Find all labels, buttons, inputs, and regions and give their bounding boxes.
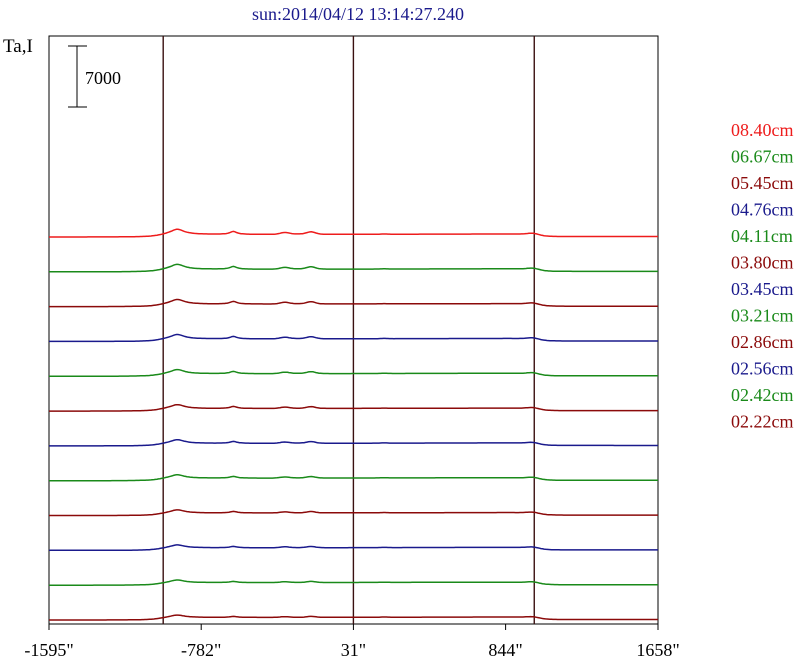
legend-entry-02.86cm: 02.86cm bbox=[731, 332, 794, 352]
series-line-02.56cm bbox=[48, 544, 658, 552]
series-line-04.76cm bbox=[49, 333, 658, 343]
vertical-markers bbox=[162, 36, 535, 624]
legend-entry-02.56cm: 02.56cm bbox=[731, 359, 794, 379]
series-line-08.40cm bbox=[49, 228, 658, 238]
legend-entry-08.40cm: 08.40cm bbox=[731, 120, 794, 140]
legend-entry-05.45cm: 05.45cm bbox=[731, 173, 794, 193]
x-tick-label-4: 1658" bbox=[636, 640, 679, 660]
legend-entry-04.11cm: 04.11cm bbox=[731, 226, 793, 246]
series-line-03.21cm bbox=[49, 474, 658, 482]
y-axis-label: Ta,I bbox=[3, 36, 33, 57]
legend-entry-03.45cm: 03.45cm bbox=[731, 279, 794, 299]
scale-bar: 7000 bbox=[68, 45, 121, 108]
legend-entry-06.67cm: 06.67cm bbox=[731, 147, 794, 167]
series-line-03.45cm bbox=[49, 438, 658, 447]
legend-entry-04.76cm: 04.76cm bbox=[731, 200, 794, 220]
series-line-04.11cm bbox=[49, 368, 658, 378]
series-line-06.67cm bbox=[49, 263, 658, 273]
legend-entry-02.22cm: 02.22cm bbox=[731, 412, 794, 432]
series-line-05.45cm bbox=[49, 298, 658, 308]
scale-bar-label: 7000 bbox=[85, 68, 121, 88]
series-line-03.80cm bbox=[49, 403, 658, 412]
legend-entry-03.80cm: 03.80cm bbox=[731, 253, 794, 273]
chart-title: sun:2014/04/12 13:14:27.240 bbox=[252, 4, 464, 24]
legend: 08.40cm 06.67cm 05.45cm 04.76cm 04.11cm 03.80… bbox=[731, 120, 794, 432]
legend-entry-02.42cm: 02.42cm bbox=[731, 385, 794, 405]
x-tick-label-2: 31" bbox=[341, 640, 366, 660]
series-line-02.22cm bbox=[49, 614, 658, 621]
legend-entry-03.21cm: 03.21cm bbox=[731, 306, 794, 326]
series-lines bbox=[48, 228, 658, 621]
series-line-02.86cm bbox=[49, 509, 658, 517]
x-axis-ticks: -1595" -782" 31" 844" 1658" bbox=[24, 624, 680, 660]
x-tick-label-1: -782" bbox=[181, 640, 221, 660]
series-line-02.42cm bbox=[49, 579, 658, 586]
x-tick-label-0: -1595" bbox=[24, 640, 73, 660]
x-tick-label-3: 844" bbox=[488, 640, 522, 660]
